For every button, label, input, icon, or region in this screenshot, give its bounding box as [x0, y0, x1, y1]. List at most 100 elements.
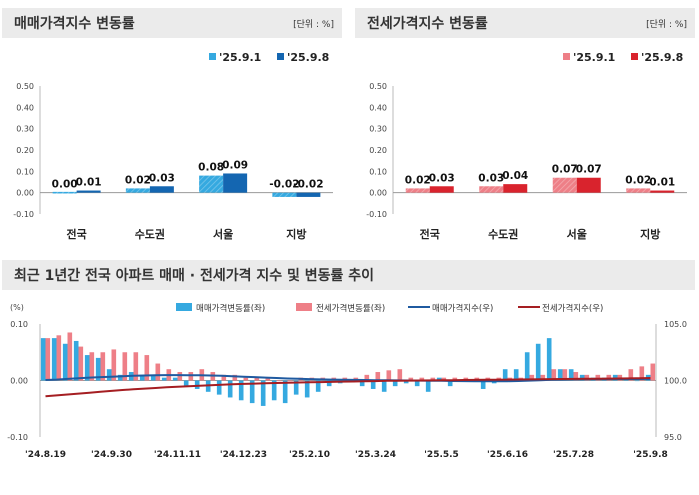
- trend-combo-chart: 매매가격변동률(좌) 전세가격변동률(좌) 매매가격지수(우) 전세가격지수(우) (%…: [7, 303, 687, 460]
- trend-jeonse-change-bar: [265, 377, 271, 381]
- sale-data-label: -0.02: [293, 179, 323, 191]
- trend-jeonse-change-bar: [45, 338, 51, 381]
- jeonse-category-label: 수도권: [488, 228, 518, 241]
- jeonse-legend-label: '25.9.8: [641, 51, 683, 64]
- trend-jeonse-change-bar: [595, 374, 601, 381]
- trend-sale-change-bar: [634, 380, 640, 382]
- trend-jeonse-change-bar: [573, 372, 579, 381]
- jeonse-bar: [429, 186, 454, 193]
- trend-jeonse-change-bar: [639, 366, 645, 381]
- jeonse-bar: [479, 186, 504, 193]
- trend-sale-change-bar: [84, 355, 90, 381]
- trend-sale-change-bar: [392, 380, 398, 387]
- trend-jeonse-change-bar: [628, 369, 634, 381]
- trend-x-tick: '25.9.8: [633, 450, 668, 460]
- trend-x-tick: '24.9.30: [91, 450, 132, 460]
- jeonse-legend-swatch: [563, 53, 570, 60]
- trend-jeonse-change-bar: [650, 363, 656, 381]
- sale-change-bar-chart: '25.9.1 '25.9.8 0.50 0.40 0.30 0.20 0.10 0.00 -0…: [13, 51, 333, 241]
- trend-sale-change-bar: [73, 340, 79, 381]
- jeonse-bar: [503, 184, 528, 193]
- sale-y-tick: 0.20: [16, 146, 34, 155]
- trend-y-left-tick: 0.00: [10, 377, 28, 386]
- trend-sale-change-bar: [524, 352, 530, 381]
- trend-sale-change-bar: [502, 369, 508, 381]
- trend-left-axis-label: (%): [10, 303, 24, 312]
- trend-sale-change-bar: [238, 380, 244, 401]
- trend-sale-change-bar: [249, 380, 255, 404]
- trend-legend-label: 전세가격지수(우): [542, 303, 603, 314]
- sale-bar: [272, 192, 297, 197]
- trend-sale-change-bar: [304, 380, 310, 398]
- trend-jeonse-change-bar: [562, 369, 568, 381]
- sale-y-tick: 0.40: [16, 103, 34, 112]
- jeonse-category-label: 전국: [420, 227, 440, 241]
- jeonse-data-label: 0.01: [649, 177, 675, 189]
- trend-sale-change-bar: [447, 380, 453, 387]
- trend-sale-change-bar: [161, 377, 167, 381]
- sale-y-tick: 0.30: [16, 125, 34, 134]
- trend-jeonse-change-bar: [287, 380, 293, 382]
- sale-data-label: 0.00: [52, 179, 78, 191]
- jeonse-category-label: 지방: [640, 227, 660, 241]
- trend-sale-change-bar: [381, 380, 387, 392]
- trend-sale-change-bar: [546, 338, 552, 381]
- trend-sale-change-bar: [139, 374, 145, 381]
- trend-sale-change-bar: [282, 380, 288, 404]
- trend-jeonse-change-bar: [441, 377, 447, 381]
- trend-sale-change-bar: [436, 377, 442, 381]
- trend-jeonse-change-bar: [551, 369, 557, 381]
- trend-jeonse-change-bar: [243, 377, 249, 381]
- trend-jeonse-change-bar: [89, 352, 95, 381]
- trend-sale-change-bar: [293, 380, 299, 395]
- jeonse-legend-swatch: [631, 53, 638, 60]
- trend-sale-change-bar: [403, 380, 409, 384]
- jeonse-y-tick: -0.10: [366, 210, 387, 219]
- sale-y-tick: -0.10: [13, 210, 34, 219]
- trend-jeonse-change-bar: [155, 363, 161, 381]
- jeonse-panel-title: 전세가격지수 변동률: [367, 16, 488, 32]
- trend-x-tick: '24.8.19: [25, 450, 66, 460]
- jeonse-legend-label: '25.9.1: [573, 51, 615, 64]
- trend-jeonse-change-bar: [375, 372, 381, 381]
- sale-data-label: 0.08: [198, 162, 224, 174]
- jeonse-category-label: 서울: [567, 227, 587, 241]
- trend-x-tick: '25.2.10: [289, 450, 330, 460]
- sale-bar: [52, 191, 77, 194]
- trend-sale-change-bar: [414, 380, 420, 387]
- trend-sale-change-bar: [40, 338, 46, 381]
- trend-sale-change-bar: [172, 377, 178, 381]
- jeonse-change-bar-chart: '25.9.1 '25.9.8 0.50 0.40 0.30 0.20 0.10 0.00 -0…: [366, 51, 687, 241]
- jeonse-data-label: 0.02: [405, 174, 431, 186]
- trend-sale-change-bar: [513, 369, 519, 381]
- trend-sale-change-bar: [227, 380, 233, 398]
- jeonse-data-label: 0.07: [552, 164, 578, 176]
- sale-category-label: 서울: [213, 227, 233, 241]
- sale-panel-title: 매매가격지수 변동률: [14, 16, 135, 32]
- trend-legend-label: 매매가격변동률(좌): [196, 303, 265, 314]
- jeonse-bar: [552, 177, 577, 193]
- sale-legend-swatch: [209, 53, 216, 60]
- sale-legend-label: '25.9.8: [287, 51, 329, 64]
- trend-x-tick: '24.12.23: [220, 450, 267, 460]
- trend-legend-swatch: [296, 303, 312, 311]
- jeonse-y-tick: 0.40: [369, 103, 387, 112]
- trend-jeonse-change-bar: [56, 335, 62, 381]
- trend-sale-change-bar: [51, 338, 57, 381]
- jeonse-panel-unit: [단위 : %]: [646, 20, 687, 30]
- trend-jeonse-change-bar: [232, 374, 238, 381]
- sale-data-label: 0.03: [149, 172, 175, 184]
- jeonse-bar: [626, 188, 651, 193]
- trend-panel-title: 최근 1년간 전국 아파트 매매 · 전세가격 지수 및 변동률 추이: [14, 268, 375, 284]
- trend-sale-change-bar: [359, 380, 365, 387]
- sale-data-label: -0.02: [269, 179, 299, 191]
- trend-jeonse-change-bar: [529, 374, 535, 381]
- trend-sale-change-bar: [557, 369, 563, 381]
- trend-sale-change-bar: [370, 380, 376, 389]
- jeonse-y-tick: 0.30: [369, 125, 387, 134]
- trend-legend-swatch: [176, 303, 192, 311]
- trend-y-left-tick: -0.10: [7, 433, 28, 442]
- trend-sale-change-bar: [326, 380, 332, 387]
- trend-jeonse-change-bar: [419, 377, 425, 381]
- trend-jeonse-change-bar: [144, 355, 150, 381]
